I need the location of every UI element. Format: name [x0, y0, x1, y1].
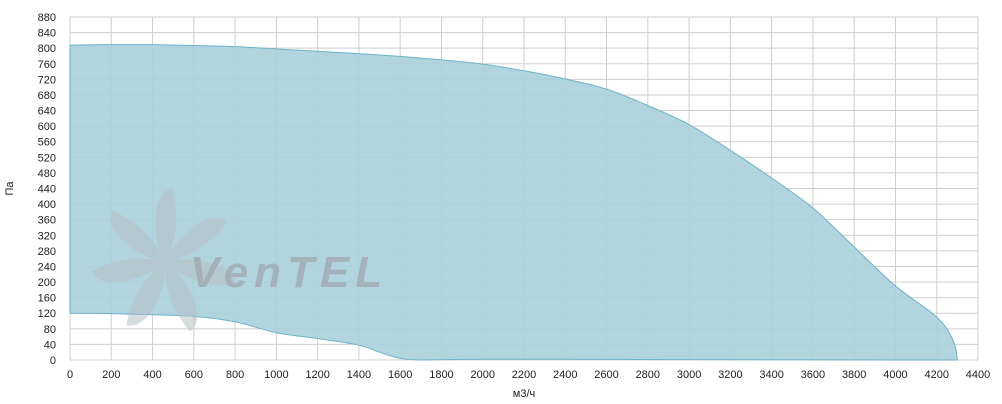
y-tick-label: 40	[44, 339, 56, 351]
x-tick-label: 2800	[636, 369, 660, 381]
x-tick-label: 800	[226, 369, 244, 381]
x-tick-label: 3400	[759, 369, 783, 381]
x-tick-label: 3000	[677, 369, 701, 381]
y-tick-label: 160	[38, 293, 56, 305]
fan-blade-icon	[164, 262, 198, 332]
x-tick-label: 2400	[553, 369, 577, 381]
y-tick-label: 800	[38, 43, 56, 55]
y-tick-label: 600	[38, 121, 56, 133]
x-tick-label: 1600	[388, 369, 412, 381]
y-axis-title: Па	[4, 181, 16, 196]
x-tick-label: 4000	[883, 369, 907, 381]
x-axis-title: м3/ч	[513, 388, 535, 400]
y-tick-label: 880	[38, 12, 56, 24]
y-tick-label: 440	[38, 184, 56, 196]
x-tick-label: 600	[185, 369, 203, 381]
y-tick-label: 640	[38, 106, 56, 118]
x-tick-label: 3800	[842, 369, 866, 381]
y-tick-label: 400	[38, 199, 56, 211]
y-tick-label: 240	[38, 261, 56, 273]
x-tick-label: 2600	[594, 369, 618, 381]
y-tick-label: 760	[38, 59, 56, 71]
x-tick-label: 4200	[924, 369, 948, 381]
x-tick-label: 3200	[718, 369, 742, 381]
y-tick-label: 680	[38, 90, 56, 102]
x-tick-label: 3600	[801, 369, 825, 381]
x-tick-label: 400	[143, 369, 161, 381]
fan-blade-icon	[110, 210, 165, 262]
y-tick-label: 280	[38, 246, 56, 258]
fan-blade-icon	[165, 217, 227, 262]
x-tick-label: 1800	[429, 369, 453, 381]
x-tick-label: 4400	[966, 369, 990, 381]
x-tick-label: 2000	[470, 369, 494, 381]
y-tick-label: 480	[38, 168, 56, 180]
y-tick-label: 0	[50, 355, 56, 367]
x-tick-label: 1400	[347, 369, 371, 381]
fan-blade-icon	[155, 188, 177, 262]
y-tick-label: 360	[38, 215, 56, 227]
operating-area	[69, 44, 958, 361]
fan-blade-icon	[91, 258, 165, 283]
y-tick-label: 560	[38, 137, 56, 149]
x-tick-label: 200	[102, 369, 120, 381]
y-tick-label: 80	[44, 324, 56, 336]
tick-labels: 0 200 400 600 800 1000 1200 1400 1600 1800 2000 220…	[38, 12, 991, 381]
y-tick-label: 520	[38, 152, 56, 164]
y-tick-label: 120	[38, 308, 56, 320]
fan-hub-icon	[156, 253, 174, 271]
x-tick-label: 0	[67, 369, 73, 381]
area-layer	[69, 44, 958, 361]
watermark-text: VenTEL	[190, 248, 388, 297]
x-tick-label: 1200	[305, 369, 329, 381]
y-tick-label: 200	[38, 277, 56, 289]
fan-logo-icon	[91, 188, 235, 332]
fan-blade-icon	[165, 259, 235, 286]
fan-blade-icon	[126, 262, 166, 326]
x-tick-label: 2200	[512, 369, 536, 381]
ventel-watermark: VenTEL	[91, 188, 388, 332]
y-tick-label: 840	[38, 28, 56, 40]
y-tick-label: 320	[38, 230, 56, 242]
x-tick-label: 1000	[264, 369, 288, 381]
y-tick-label: 720	[38, 74, 56, 86]
